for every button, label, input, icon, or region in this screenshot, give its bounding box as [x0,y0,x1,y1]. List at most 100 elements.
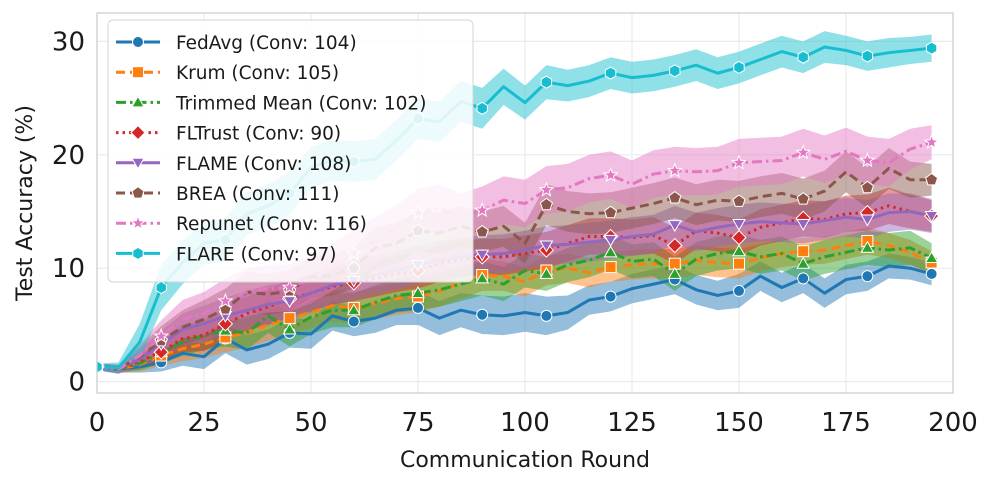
brea-point [539,197,553,211]
krum-point [604,261,617,274]
legend-label-brea: BREA (Conv: 111) [176,184,340,205]
fedavg-point [925,267,938,280]
brea-point [475,225,489,238]
krum-point [733,257,745,270]
y-axis-label: Test Accuracy (%) [13,105,38,302]
brea-point [604,205,618,219]
x-tick-label: 150 [714,408,764,438]
flare-point [925,41,938,55]
repunet-point [923,133,940,150]
flare-point [155,280,167,295]
y-tick-label: 30 [52,27,85,57]
legend-label-trimmed-mean: Trimmed Mean (Conv: 102) [175,93,426,114]
fltrust-line [97,204,932,371]
legend-label-krum: Krum (Conv: 105) [176,63,339,84]
fedavg-point [733,284,745,297]
repunet-line [97,140,933,371]
repunet-point [731,154,747,170]
legend-label-repunet: Repunet (Conv: 116) [176,214,367,235]
repunet-point [474,201,491,218]
flare-point [733,60,745,75]
flame-point [603,234,618,247]
y-tick-label: 20 [52,141,85,171]
flame-point [924,211,939,224]
trimmed-mean-point [475,271,490,284]
trimmed-mean-band [97,230,932,373]
fedavg-point [347,315,360,328]
trimmed-mean-point [924,251,939,264]
krum-line [97,239,933,371]
krum-point [283,312,296,325]
repunet-point [281,279,298,295]
flame-point [539,240,554,253]
legend-marker-fedavg [132,36,144,48]
legend-marker-brea [131,186,145,199]
flame-point [732,218,746,231]
trimmed-mean-point [796,256,811,269]
x-tick-label: 125 [607,408,657,438]
fedavg-point [797,272,810,285]
trimmed-mean-point [667,266,682,279]
fltrust-band [97,187,932,373]
legend-label-fltrust: FLTrust (Conv: 90) [176,124,341,145]
legend-label-fedavg: FedAvg (Conv: 104) [176,33,357,54]
flame-line [97,210,932,371]
repunet-point [538,181,555,197]
fedavg-point [861,270,874,283]
flame-point [860,214,875,227]
x-tick-label: 0 [89,408,106,438]
trimmed-mean-point [539,266,554,279]
repunet-point [217,292,234,308]
brea-point [796,192,810,205]
flame-point [475,249,490,262]
fltrust-point [217,316,234,332]
flare-point [476,101,488,115]
legend-label-flame: FLAME (Conv: 108) [176,154,351,175]
fedavg-line [97,264,932,371]
repunet-band [97,125,932,374]
x-axis-label: Communication Round [400,448,650,473]
fedavg-point [540,309,553,322]
fedavg-point [412,301,424,314]
brea-point [925,172,939,186]
flare-point [540,75,553,89]
fltrust-point [153,344,169,360]
x-tick-label: 75 [401,408,434,438]
legend-marker-flame [131,157,145,170]
flare-point [97,360,103,374]
x-tick-label: 100 [500,408,550,438]
legend-marker-flare [132,246,144,260]
y-tick-labels: 0 10 20 30 [52,27,85,397]
trimmed-mean-point [346,303,361,316]
fedavg-point [476,308,489,321]
x-tick-label: 50 [294,408,327,438]
repunet-point [666,162,683,178]
plot-frame [96,12,954,394]
legend-marker-fltrust [130,124,146,141]
flame-point [796,218,811,231]
trimmed-mean-point [732,244,746,257]
y-tick-label: 10 [52,254,85,284]
repunet-point [859,152,876,168]
brea-line [97,166,932,371]
legend: FedAvg (Conv: 104) Krum (Conv: 105) Trimme… [107,19,474,283]
repunet-point [153,327,170,344]
brea-point [668,190,682,204]
fedavg-point [604,290,617,303]
brea-point [860,180,874,194]
fltrust-point [667,237,683,254]
legend-box [107,19,474,283]
trimmed-mean-point [411,286,425,299]
flare-point [861,49,874,63]
trimmed-mean-point [282,322,297,335]
krum-point [797,245,810,258]
flare-point [604,66,617,80]
brea-band [97,147,932,374]
trimmed-mean-point [603,245,618,258]
y-tick-label: 0 [68,368,85,398]
x-tick-label: 175 [821,408,871,438]
legend-marker-krum [132,66,144,79]
trimmed-mean-point [860,240,875,253]
flame-point [282,296,297,309]
